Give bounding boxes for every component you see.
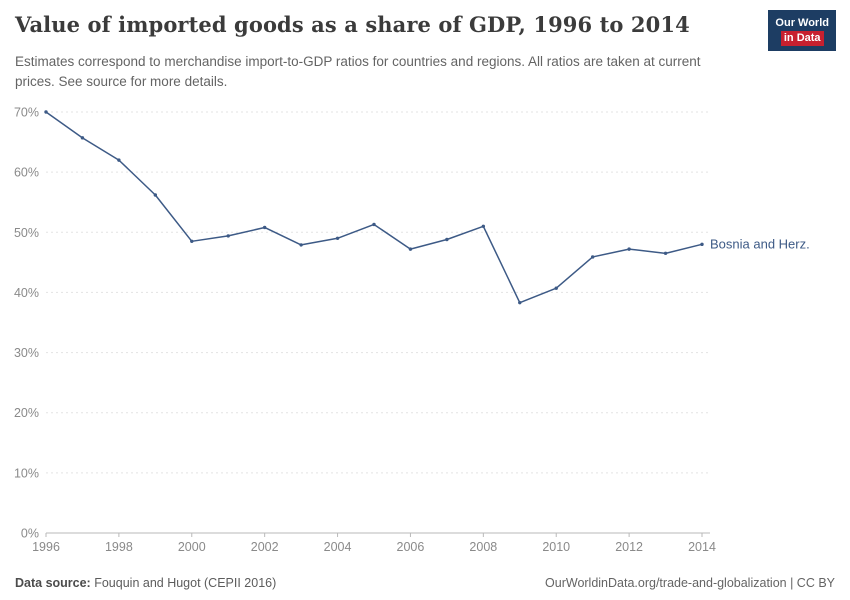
series-point [408,247,413,251]
credit-link[interactable]: OurWorldinData.org/trade-and-globalizati… [545,576,835,590]
line-chart[interactable]: 0% 10% 20% 30% 40% 50% 60% 70% 1996 1998 2000 2002 2… [0,95,850,560]
series-point [117,158,121,162]
x-tick-label: 2014 [688,540,716,554]
series-point [663,251,668,256]
owid-logo[interactable]: Our World in Data [768,10,836,51]
x-tick-label: 2012 [615,540,643,554]
series-line [45,111,703,304]
y-tick-label: 60% [14,166,39,180]
chart-footer: Data source: Fouquin and Hugot (CEPII 20… [15,576,835,590]
x-tick-label: 2000 [178,540,206,554]
x-tick-label: 2010 [542,540,570,554]
x-tick-label: 2008 [469,540,497,554]
data-source-label: Data source: [15,576,91,590]
chart-header: Value of imported goods as a share of GD… [15,10,836,60]
x-tick-label: 2006 [397,540,425,554]
series-point [518,300,522,305]
y-tick-label: 10% [14,466,39,480]
y-tick-label: 20% [14,406,39,420]
series-point [80,136,85,140]
series-point [481,224,486,228]
series-point [554,286,558,290]
series-point [627,247,631,251]
series-point [44,110,48,114]
x-tick-label: 1996 [32,540,60,554]
y-tick-label: 30% [14,346,39,360]
series-point [590,255,595,259]
x-tick-label: 2004 [324,540,352,554]
owid-logo-line1: Our World [775,17,829,29]
series-label: Bosnia and Herz. [710,236,810,251]
series-point [299,243,303,247]
owid-logo-line2: in Data [780,31,824,46]
x-tick-label: 1998 [105,540,133,554]
y-tick-label: 50% [14,226,39,240]
series-point [372,222,376,227]
series-point [262,225,267,230]
y-tick-label: 40% [14,286,39,300]
series-point [700,242,704,247]
chart-subtitle: Estimates correspond to merchandise impo… [15,54,701,89]
series-point [153,193,158,197]
data-source-text: Fouquin and Hugot (CEPII 2016) [94,576,277,590]
y-tick-label: 0% [21,527,39,541]
page-title: Value of imported goods as a share of GD… [15,12,690,37]
series-point [226,234,230,238]
data-source: Data source: Fouquin and Hugot (CEPII 20… [15,576,276,590]
series-point [190,239,194,244]
series-point [335,236,340,240]
series-point [445,237,449,242]
y-tick-label: 70% [14,106,39,120]
x-tick-label: 2002 [251,540,279,554]
